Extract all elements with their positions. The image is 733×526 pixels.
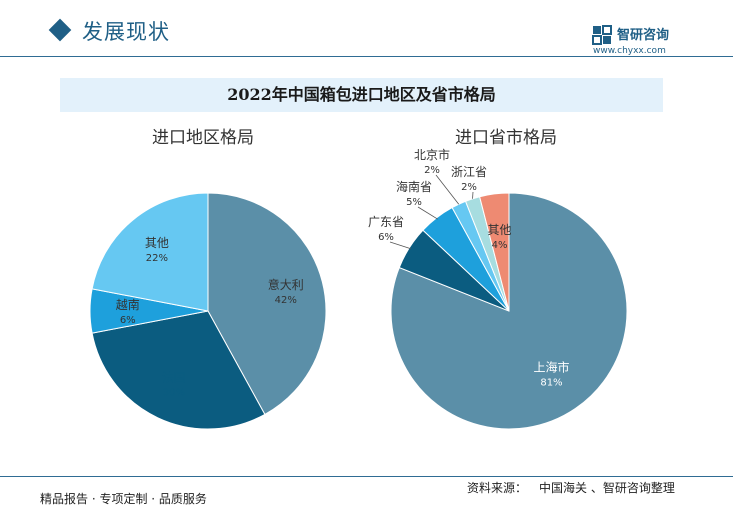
slice-value-海南省: 5% <box>406 197 422 208</box>
brand-url: www.chyxx.com <box>593 46 666 56</box>
slice-label-海南省: 海南省 <box>396 179 432 194</box>
page-title: 发展现状 <box>82 20 170 44</box>
right-chart-title: 进口省市格局 <box>455 128 557 148</box>
slice-label-其他: 其他 <box>488 223 512 237</box>
pie-slice-其他 <box>91 192 209 312</box>
slice-value-法国: 30% <box>163 388 185 399</box>
slice-value-其他: 4% <box>492 240 508 251</box>
pie-slice-意大利 <box>207 192 327 416</box>
slice-label-浙江省: 浙江省 <box>451 165 487 179</box>
slice-label-北京市: 北京市 <box>414 147 450 162</box>
slice-label-越南: 越南 <box>116 297 140 312</box>
footer-slogan: 精品报告 · 专项定制 · 品质服务 <box>40 492 207 506</box>
leader-line-海南省 <box>417 206 438 220</box>
slice-label-广东省: 广东省 <box>368 215 404 229</box>
slice-value-越南: 6% <box>120 315 136 326</box>
leader-line-广东省 <box>389 241 411 250</box>
slice-label-意大利: 意大利 <box>268 277 304 292</box>
pie-slice-上海市 <box>390 192 628 430</box>
leader-line-北京市 <box>435 174 460 205</box>
pie-slice-其他 <box>479 192 510 312</box>
slice-label-法国: 法国 <box>162 371 186 385</box>
left-chart-title: 进口地区格局 <box>152 128 254 148</box>
slice-value-意大利: 42% <box>275 295 297 306</box>
slice-value-浙江省: 2% <box>461 182 477 193</box>
slice-label-其他: 其他 <box>145 236 169 250</box>
pie-chart-1: 意大利 42% 法国 30% 越南 6% 其他 22% <box>89 192 327 430</box>
slice-value-其他: 22% <box>146 253 168 264</box>
footer-divider <box>0 476 733 477</box>
header-bar: 发展现状 智研咨询 www.chyxx.com <box>0 0 733 58</box>
title-banner: 2022年中国箱包进口地区及省市格局 <box>60 78 663 112</box>
pie-chart-2: 上海市 81% 广东省 6% 海南省 5% 北京市 2% 浙江省 2% 其他 4% <box>368 147 628 430</box>
slice-value-广东省: 6% <box>378 232 394 243</box>
figure-title: 2022年中国箱包进口地区及省市格局 <box>227 85 496 104</box>
brand-logo-icon <box>592 25 612 45</box>
source-text: 中国海关 、智研咨询整理 <box>539 481 675 495</box>
slice-label-上海市: 上海市 <box>533 359 569 374</box>
brand-name: 智研咨询 <box>617 28 670 43</box>
slice-value-上海市: 81% <box>540 377 562 388</box>
source-label: 资料来源： <box>467 481 528 495</box>
slice-value-北京市: 2% <box>424 165 440 176</box>
header-divider <box>0 56 733 57</box>
pie-slice-法国 <box>91 310 266 430</box>
